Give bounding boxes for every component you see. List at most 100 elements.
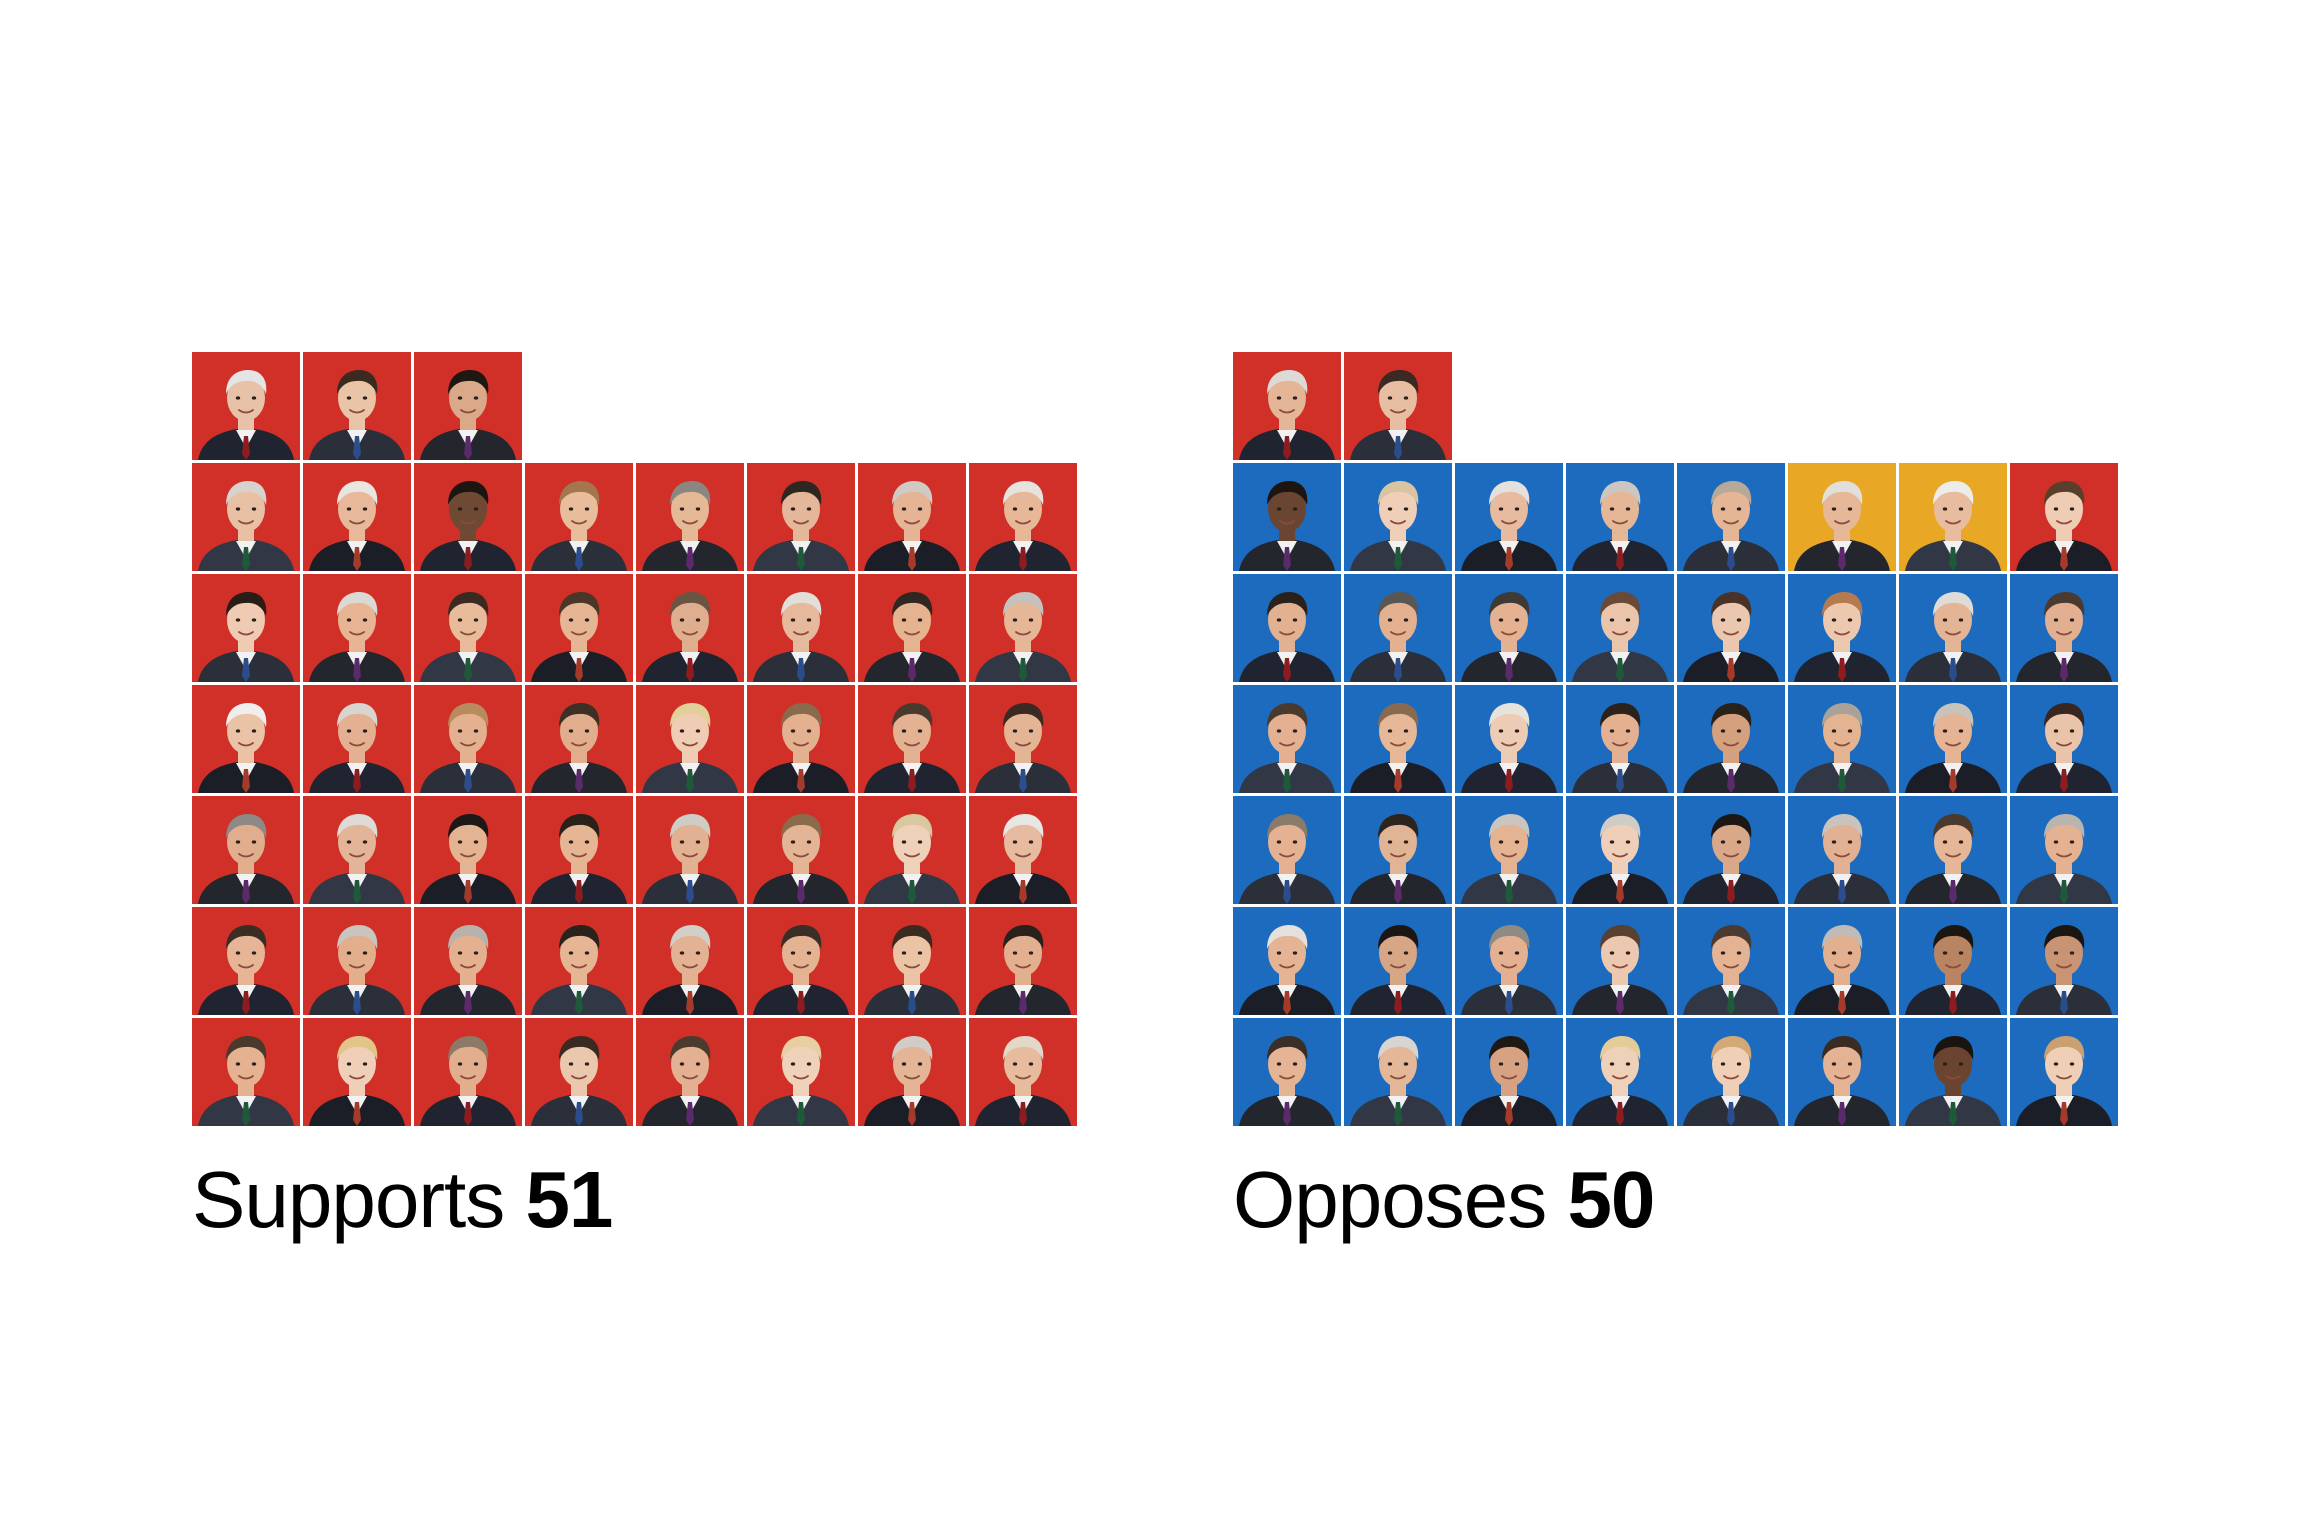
supports-seat-tile: [858, 1018, 966, 1126]
senator-portrait: [1788, 1018, 1896, 1126]
senator-portrait: [525, 574, 633, 682]
supports-seat-tile: [525, 907, 633, 1015]
opposes-seat-tile: [1899, 463, 2007, 571]
senator-portrait: [1455, 463, 1563, 571]
opposes-seat-tile: [1233, 352, 1341, 460]
supports-seat-tile: [858, 574, 966, 682]
opposes-seat-tile: [1344, 352, 1452, 460]
supports-seat-tile: [747, 907, 855, 1015]
senator-portrait: [1677, 796, 1785, 904]
senator-portrait: [303, 907, 411, 1015]
senator-portrait: [969, 685, 1077, 793]
senator-portrait: [1344, 574, 1452, 682]
senator-portrait: [858, 574, 966, 682]
opposes-seat-tile: [1455, 463, 1563, 571]
opposes-seat-tile: [1788, 685, 1896, 793]
senator-portrait: [1344, 685, 1452, 793]
opposes-seat-tile: [1899, 796, 2007, 904]
senator-portrait: [303, 352, 411, 460]
supports-seat-tile: [192, 574, 300, 682]
senator-portrait: [2010, 463, 2118, 571]
opposes-seat-tile: [1677, 1018, 1785, 1126]
supports-seat-tile: [636, 463, 744, 571]
opposes-seat-tile: [1344, 907, 1452, 1015]
supports-seat-tile: [858, 685, 966, 793]
supports-count-label: Supports 51: [192, 1160, 613, 1240]
senator-portrait: [192, 463, 300, 571]
senator-portrait: [636, 463, 744, 571]
opposes-seat-tile: [1233, 574, 1341, 682]
senator-portrait: [858, 796, 966, 904]
senator-portrait: [525, 1018, 633, 1126]
senator-portrait: [303, 1018, 411, 1126]
opposes-seat-tile: [1344, 1018, 1452, 1126]
supports-seat-tile: [414, 463, 522, 571]
senator-portrait: [969, 1018, 1077, 1126]
senator-portrait: [1788, 574, 1896, 682]
supports-seat-tile: [192, 463, 300, 571]
supports-seat-tile: [636, 1018, 744, 1126]
senator-portrait: [192, 574, 300, 682]
opposes-seat-tile: [1566, 907, 1674, 1015]
supports-seat-tile: [414, 796, 522, 904]
opposes-seat-tile: [1677, 907, 1785, 1015]
senator-portrait: [1344, 907, 1452, 1015]
supports-seat-tile: [747, 463, 855, 571]
senator-portrait: [192, 907, 300, 1015]
senator-portrait: [303, 463, 411, 571]
supports-seat-tile: [858, 796, 966, 904]
opposes-group: Opposes 50: [1233, 352, 2118, 1240]
supports-seat-tile: [414, 574, 522, 682]
senator-portrait: [1788, 463, 1896, 571]
senator-portrait: [747, 685, 855, 793]
supports-seat-tile: [414, 1018, 522, 1126]
opposes-seat-tile: [1344, 463, 1452, 571]
supports-seat-tile: [525, 574, 633, 682]
opposes-seat-tile: [1455, 907, 1563, 1015]
senator-portrait: [1233, 685, 1341, 793]
senator-portrait: [1344, 796, 1452, 904]
senator-portrait: [858, 463, 966, 571]
senator-portrait: [1233, 352, 1341, 460]
supports-label-text: Supports: [192, 1155, 505, 1244]
opposes-seat-tile: [1788, 574, 1896, 682]
senator-portrait: [858, 907, 966, 1015]
opposes-waffle-grid: [1233, 352, 2118, 1127]
senator-portrait: [303, 685, 411, 793]
senator-portrait: [1566, 1018, 1674, 1126]
senator-portrait: [192, 685, 300, 793]
supports-seat-tile: [303, 463, 411, 571]
senator-portrait: [1455, 1018, 1563, 1126]
opposes-seat-tile: [1233, 796, 1341, 904]
supports-seat-tile: [525, 796, 633, 904]
opposes-seat-tile: [1344, 796, 1452, 904]
supports-seat-tile: [525, 1018, 633, 1126]
senator-portrait: [303, 796, 411, 904]
supports-seat-tile: [303, 352, 411, 460]
senator-portrait: [1566, 463, 1674, 571]
opposes-count-value: 50: [1567, 1155, 1655, 1244]
senator-portrait: [636, 907, 744, 1015]
opposes-seat-tile: [1566, 463, 1674, 571]
senator-portrait: [192, 352, 300, 460]
supports-seat-tile: [636, 685, 744, 793]
opposes-seat-tile: [1788, 463, 1896, 571]
senator-portrait: [969, 796, 1077, 904]
senator-portrait: [747, 796, 855, 904]
supports-seat-tile: [636, 574, 744, 682]
senator-portrait: [969, 907, 1077, 1015]
senator-portrait: [525, 685, 633, 793]
supports-seat-tile: [303, 574, 411, 682]
opposes-seat-tile: [1233, 1018, 1341, 1126]
senator-portrait: [2010, 574, 2118, 682]
senator-portrait: [858, 685, 966, 793]
opposes-seat-tile: [1788, 907, 1896, 1015]
senator-portrait: [969, 463, 1077, 571]
opposes-seat-tile: [1455, 796, 1563, 904]
senator-portrait: [1788, 907, 1896, 1015]
supports-seat-tile: [192, 907, 300, 1015]
supports-seat-tile: [525, 463, 633, 571]
senator-portrait: [414, 907, 522, 1015]
supports-seat-tile: [969, 685, 1077, 793]
senator-portrait: [969, 574, 1077, 682]
